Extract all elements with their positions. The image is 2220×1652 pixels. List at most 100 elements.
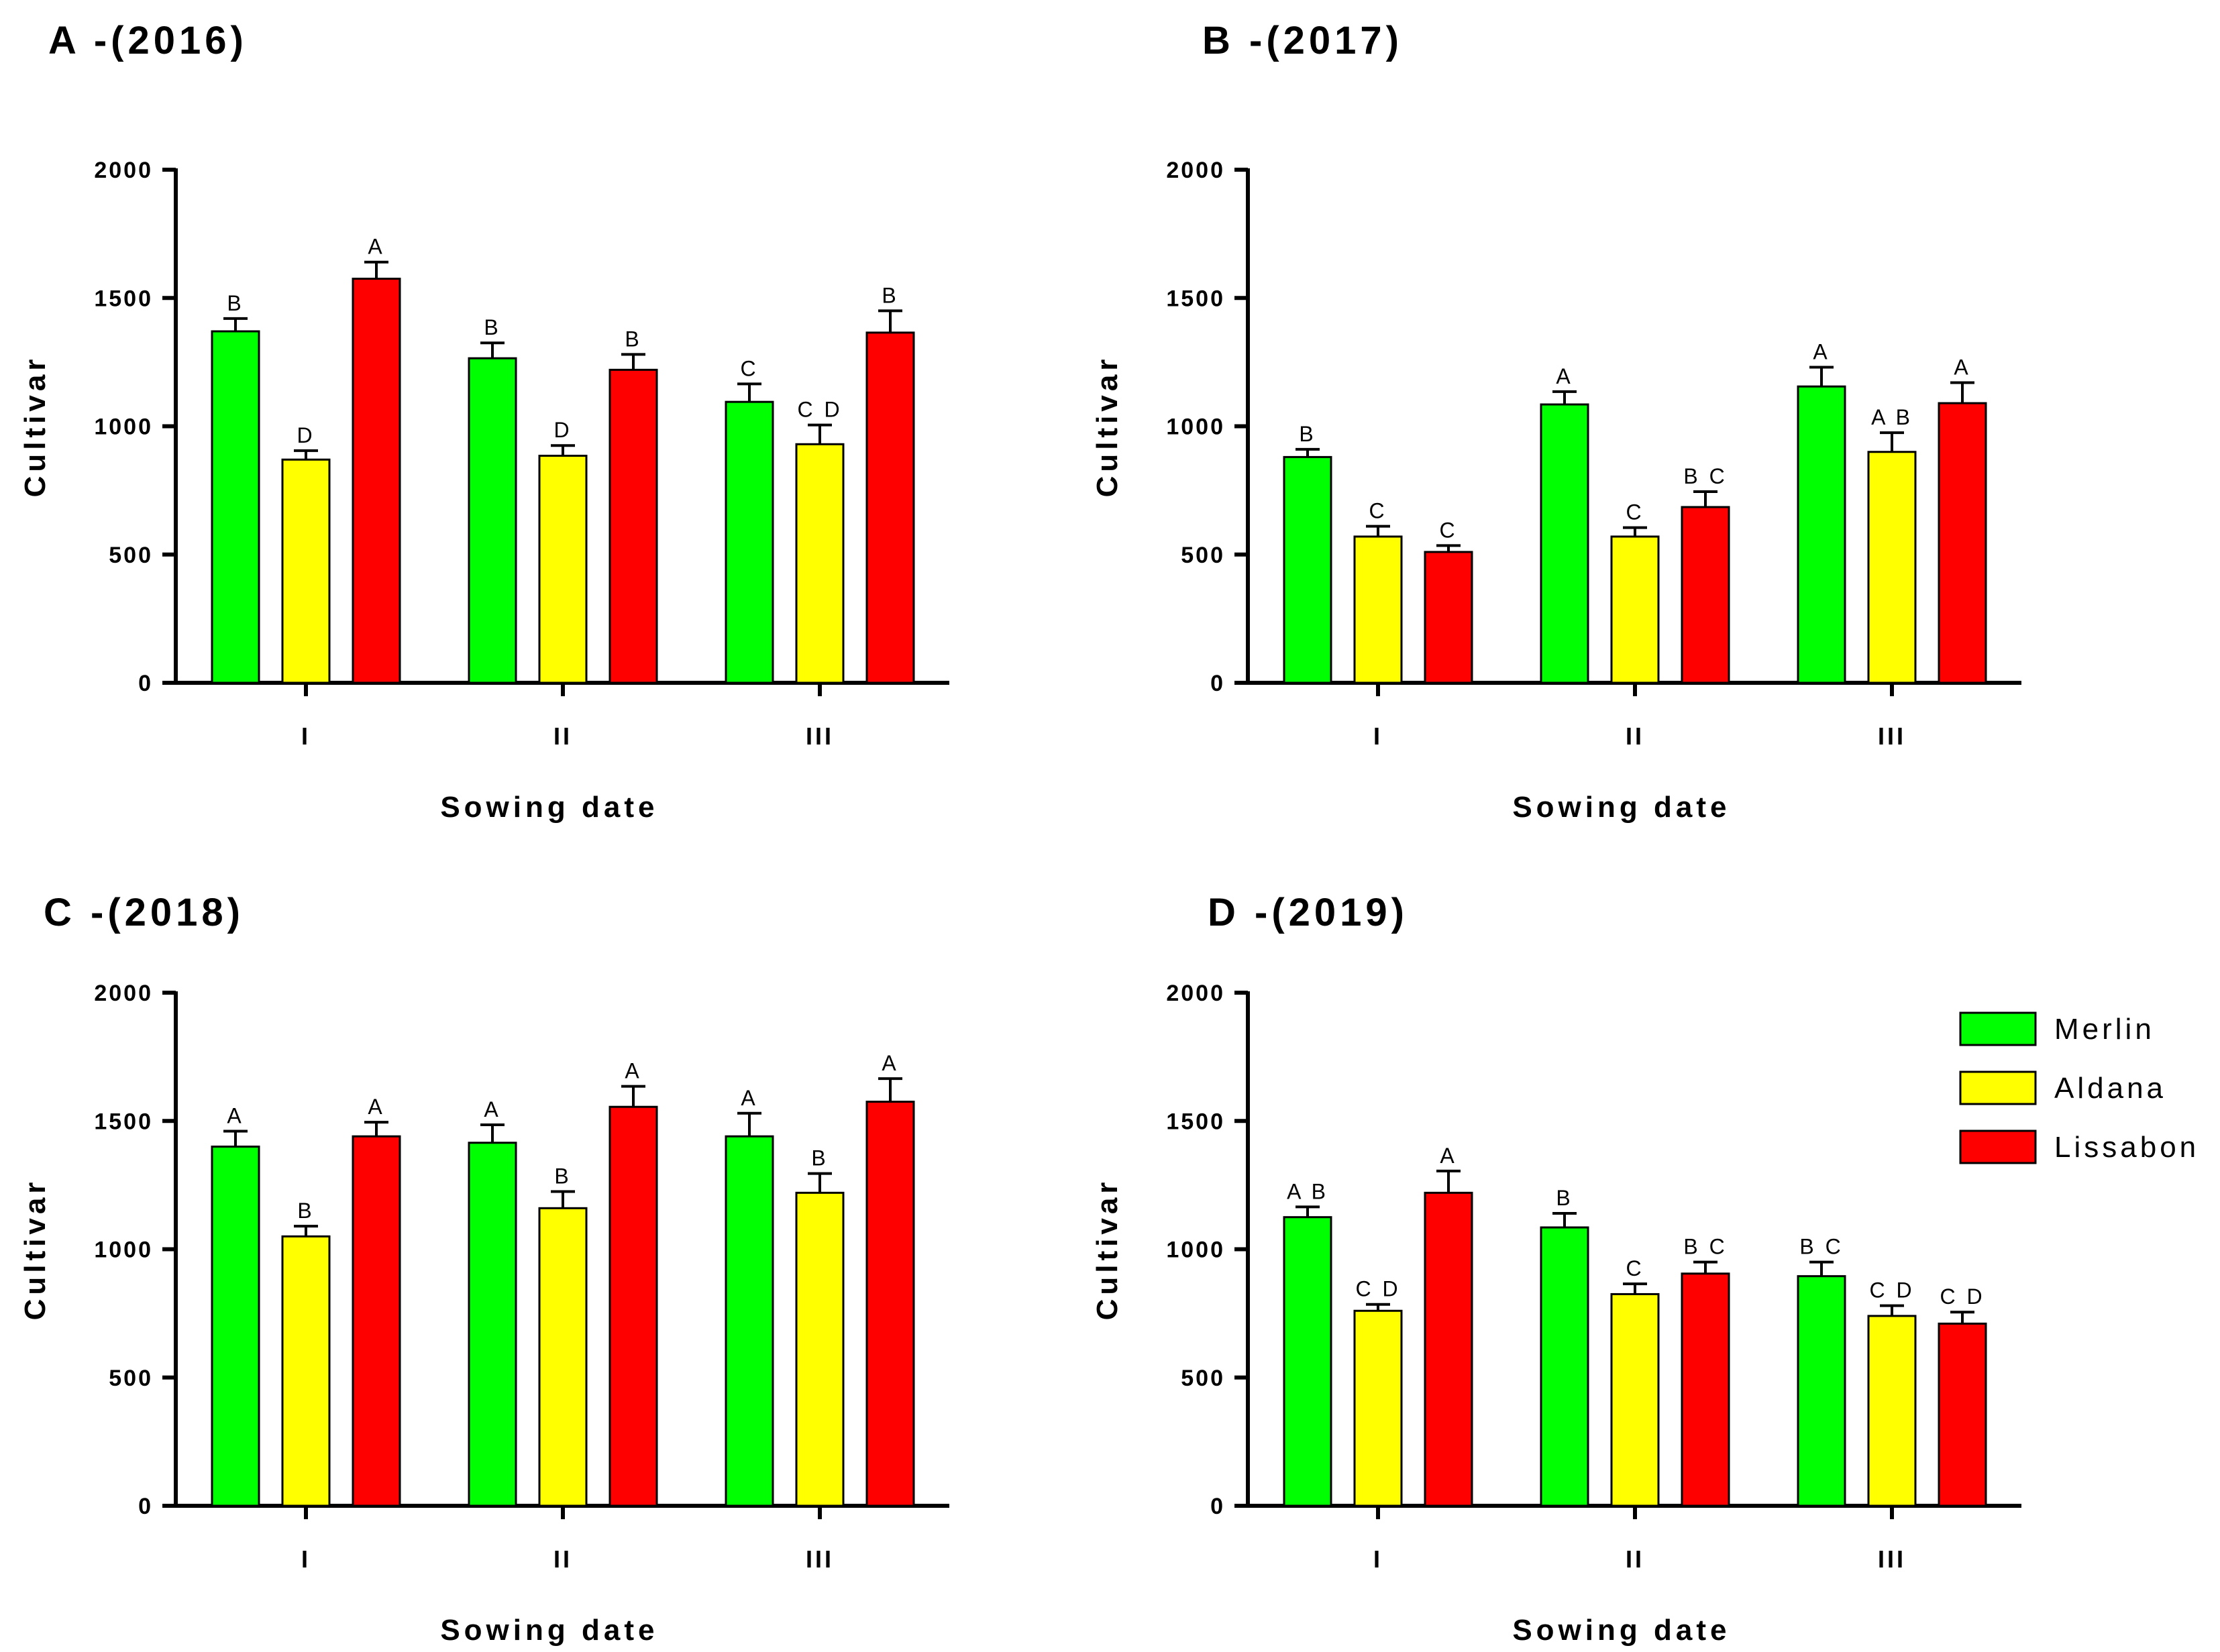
chart-panel-c: C -(2018) 0 500 1000 1500 2000 Cultivar I A B A II A… — [19, 891, 949, 1647]
significance-label: B — [882, 283, 898, 307]
significance-label: A B — [1287, 1179, 1328, 1203]
significance-label: A — [227, 1104, 244, 1128]
bar-merlin — [1283, 455, 1332, 684]
panel-title: C -(2018) — [44, 891, 244, 934]
legend-label: Lissabon — [2054, 1131, 2199, 1164]
bar-merlin — [468, 357, 517, 684]
significance-label: C D — [1869, 1278, 1914, 1303]
significance-label: A — [1440, 1144, 1457, 1168]
bar-merlin — [1797, 1275, 1846, 1507]
y-tick-label: 500 — [1181, 1366, 1225, 1391]
legend: Merlin Aldana Lissabon — [1959, 1011, 2199, 1164]
bar-lissabon — [1424, 1191, 1473, 1507]
y-tick-label: 1000 — [1166, 415, 1225, 440]
significance-label: A — [741, 1086, 757, 1110]
panel-title: B -(2017) — [1202, 19, 1403, 62]
x-tick-label: I — [1373, 1545, 1383, 1573]
bar-merlin — [1540, 403, 1589, 684]
y-axis-title: Cultivar — [1091, 355, 1124, 498]
y-tick-label: 1500 — [1166, 286, 1225, 311]
significance-label: B — [484, 315, 500, 339]
x-tick-label: III — [806, 1545, 834, 1573]
y-tick-label: 1500 — [94, 286, 153, 311]
bar-merlin — [1283, 1216, 1332, 1507]
significance-label: B — [625, 327, 641, 351]
bar-aldana — [1353, 1309, 1403, 1507]
y-axis-title: Cultivar — [1091, 1178, 1124, 1321]
significance-label: B C — [1683, 464, 1727, 488]
x-tick-label: I — [301, 722, 311, 750]
significance-label: C — [1626, 500, 1644, 525]
bar-merlin — [1797, 385, 1846, 684]
x-tick-label: III — [1878, 1545, 1906, 1573]
significance-label: A — [484, 1097, 500, 1121]
bar-lissabon — [609, 368, 658, 684]
significance-label: A — [1556, 364, 1573, 388]
bar-lissabon — [352, 278, 401, 684]
y-tick-label: 2000 — [94, 158, 153, 183]
bar-aldana — [538, 1207, 588, 1507]
y-axis-title: Cultivar — [19, 1178, 52, 1321]
chart-panel-d: D -(2019) 0 500 1000 1500 2000 Cultivar I A B C D… — [1091, 891, 2021, 1647]
significance-label: C D — [1940, 1284, 1985, 1309]
significance-label: C — [1439, 518, 1457, 542]
significance-label: B — [297, 1199, 314, 1223]
y-tick-label: 0 — [1210, 671, 1225, 696]
bar-merlin — [211, 330, 260, 684]
y-tick-label: 500 — [109, 543, 153, 568]
bar-aldana — [795, 1191, 845, 1507]
bar-aldana — [1353, 535, 1403, 684]
x-tick-label: II — [1626, 1545, 1644, 1573]
bar-aldana — [538, 454, 588, 684]
x-tick-label: I — [1373, 722, 1383, 750]
significance-label: B C — [1683, 1235, 1727, 1259]
y-tick-label: 2000 — [94, 981, 153, 1006]
significance-label: A — [368, 1095, 384, 1119]
significance-label: C D — [1355, 1277, 1400, 1301]
legend-swatch-lissabon — [1959, 1130, 2037, 1164]
y-tick-label: 1500 — [1166, 1109, 1225, 1134]
y-tick-label: 2000 — [1166, 158, 1225, 183]
bar-aldana — [1867, 1315, 1917, 1507]
significance-label: C — [1626, 1256, 1644, 1280]
y-tick-label: 1000 — [1166, 1237, 1225, 1263]
significance-label: A — [882, 1051, 898, 1075]
y-tick-label: 0 — [138, 1494, 153, 1519]
y-tick-label: 1500 — [94, 1109, 153, 1134]
y-tick-label: 1000 — [94, 1237, 153, 1263]
bar-merlin — [1540, 1226, 1589, 1507]
bar-lissabon — [865, 331, 915, 684]
chart-panel-b: B -(2017) 0 500 1000 1500 2000 Cultivar I B C C II A… — [1091, 19, 2021, 824]
panel-title: A -(2016) — [48, 19, 248, 62]
x-axis-title: Sowing date — [1512, 1614, 1730, 1647]
x-tick-label: II — [1626, 722, 1644, 750]
significance-label: D — [297, 423, 315, 447]
x-tick-label: III — [1878, 722, 1906, 750]
bar-aldana — [1610, 535, 1660, 684]
y-tick-label: 0 — [138, 671, 153, 696]
x-tick-label: I — [301, 1545, 311, 1573]
x-tick-label: II — [553, 1545, 572, 1573]
y-tick-label: 0 — [1210, 1494, 1225, 1519]
significance-label: B — [1299, 422, 1316, 446]
significance-label: A — [1813, 340, 1830, 364]
legend-label: Aldana — [2054, 1072, 2166, 1105]
y-tick-label: 1000 — [94, 415, 153, 440]
significance-label: A — [368, 235, 384, 259]
y-tick-label: 2000 — [1166, 981, 1225, 1006]
x-tick-label: II — [553, 722, 572, 750]
y-tick-label: 500 — [1181, 543, 1225, 568]
bar-lissabon — [1681, 1272, 1730, 1507]
bar-lissabon — [609, 1105, 658, 1507]
y-axis-title: Cultivar — [19, 355, 52, 498]
significance-label: D — [553, 418, 572, 442]
significance-label: C D — [797, 398, 842, 422]
x-axis-title: Sowing date — [440, 1614, 658, 1647]
significance-label: B — [227, 291, 244, 315]
bar-lissabon — [1938, 1322, 1987, 1507]
significance-label: C — [1369, 499, 1387, 523]
significance-label: A — [1954, 355, 1970, 379]
bar-merlin — [725, 1135, 774, 1507]
x-axis-title: Sowing date — [1512, 791, 1730, 824]
